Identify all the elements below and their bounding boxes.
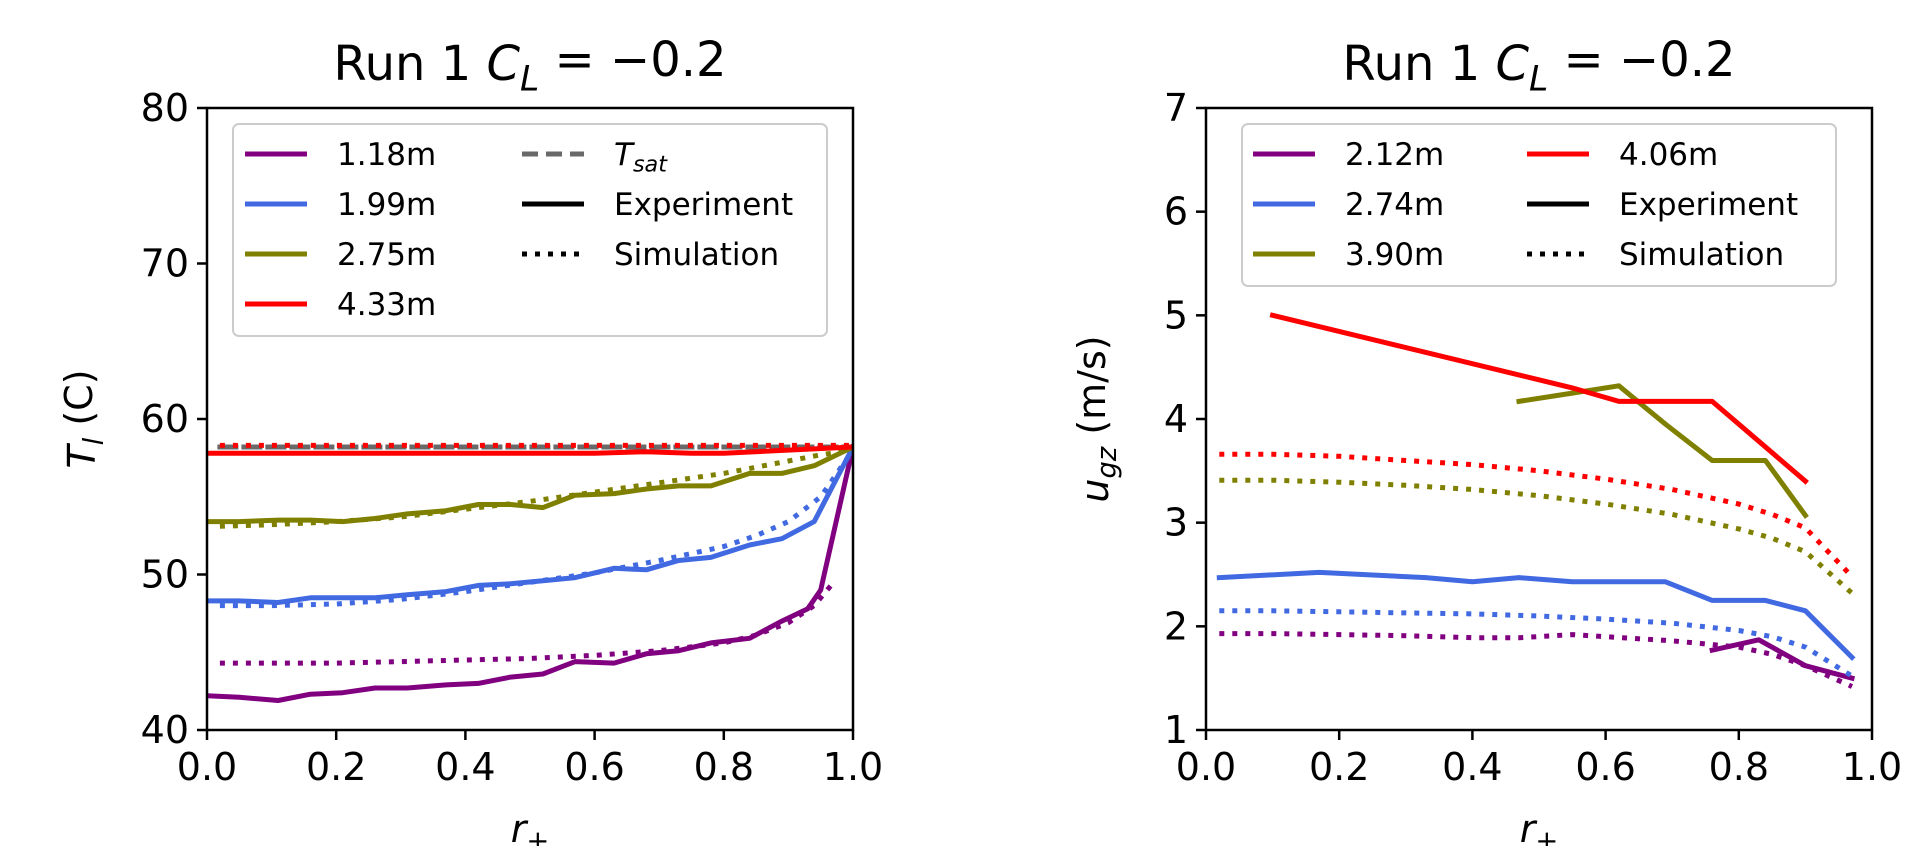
legend-label-1-18m: 1.18m xyxy=(337,137,436,173)
x-tick-label: 1.0 xyxy=(1842,745,1902,789)
3-90m-simulation-series-line xyxy=(1219,477,1854,596)
x-tick-label: 0.2 xyxy=(306,745,366,789)
y-tick-label: 5 xyxy=(1164,293,1188,337)
x-axis-label: r+ xyxy=(511,807,550,846)
legend-label-simulation: Simulation xyxy=(614,237,779,273)
y-tick-label: 80 xyxy=(141,86,189,130)
chart-title: Run 1 CL = −0.2 xyxy=(1342,32,1735,99)
y-tick-label: 6 xyxy=(1164,190,1188,234)
3-90m-experiment-series-line xyxy=(1516,383,1809,519)
y-tick-label: 4 xyxy=(1164,397,1188,441)
x-tick-label: 0.2 xyxy=(1309,745,1369,789)
legend-label-3-90m: 3.90m xyxy=(1345,237,1444,273)
x-tick-label: 0.4 xyxy=(435,745,495,789)
y-tick-label: 40 xyxy=(141,708,189,752)
legend: 1.18m 1.99m 2.75m 4.33m Tsat Experiment Simula… xyxy=(232,123,828,337)
legend-label-4-33m: 4.33m xyxy=(337,287,436,323)
x-tick-label: 0.0 xyxy=(177,745,237,789)
4-33m-experiment-series-line xyxy=(207,444,853,456)
legend: 2.12m 2.74m 3.90m 4.06m Experiment Simulation xyxy=(1241,123,1837,287)
4-06m-simulation-series-line xyxy=(1219,451,1854,579)
legend-label-2-12m: 2.12m xyxy=(1345,137,1444,173)
2-75m-simulation-series-line xyxy=(219,447,853,529)
y-tick-label: 1 xyxy=(1164,708,1188,752)
1-18m-simulation-series-line xyxy=(219,580,836,666)
2-12m-experiment-series-line xyxy=(1709,637,1856,682)
x-tick-label: 0.8 xyxy=(1709,745,1769,789)
x-tick-label: 0.8 xyxy=(694,745,754,789)
right-chart-panel: Run 1 CL = −0.2 0.0 0.2 0.4 0.6 0.8 1.0 1 2 3 4 5 6 7… xyxy=(1070,32,1902,846)
y-tick-label: 50 xyxy=(141,553,189,597)
x-tick-label: 1.0 xyxy=(823,745,883,789)
x-axis-label: r+ xyxy=(1520,807,1559,846)
legend-label-t-sat: Tsat xyxy=(614,137,668,178)
legend-box xyxy=(232,123,828,337)
y-axis-label: Tl (C) xyxy=(57,369,110,468)
legend-label-2-75m: 2.75m xyxy=(337,237,436,273)
2-12m-simulation-series-line xyxy=(1219,631,1854,689)
legend-label-1-99m: 1.99m xyxy=(337,187,436,223)
plot-lines xyxy=(1216,312,1856,689)
legend-label-4-06m: 4.06m xyxy=(1619,137,1718,173)
x-tick-label: 0.6 xyxy=(564,745,624,789)
1-99m-experiment-series-line xyxy=(207,443,853,605)
y-axis-label: ugz (m/s) xyxy=(1070,335,1123,502)
x-tick-label: 0.4 xyxy=(1442,745,1502,789)
legend-label-2-74m: 2.74m xyxy=(1345,187,1444,223)
y-tick-label: 3 xyxy=(1164,501,1188,545)
4-06m-experiment-series-line xyxy=(1269,312,1809,485)
1-18m-experiment-series-line xyxy=(207,444,853,703)
chart-title: Run 1 CL = −0.2 xyxy=(333,32,726,99)
y-tick-label: 70 xyxy=(141,242,189,286)
2-75m-experiment-series-line xyxy=(207,444,853,525)
y-tick-label: 7 xyxy=(1164,86,1188,130)
2-74m-simulation-series-line xyxy=(1219,608,1854,679)
legend-label-experiment: Experiment xyxy=(614,187,793,223)
legend-label-simulation: Simulation xyxy=(1619,237,1784,273)
y-tick-label: 60 xyxy=(141,397,189,441)
legend-label-experiment: Experiment xyxy=(1619,187,1798,223)
plot-lines xyxy=(207,442,853,703)
2-74m-experiment-series-line xyxy=(1216,569,1856,661)
x-tick-label: 0.0 xyxy=(1176,745,1236,789)
y-tick-label: 2 xyxy=(1164,604,1188,648)
left-chart-panel: Run 1 CL = −0.2 0.0 0.2 0.4 0.6 0.8 1.0 40 50 60 7… xyxy=(57,32,883,846)
x-tick-label: 0.6 xyxy=(1575,745,1635,789)
